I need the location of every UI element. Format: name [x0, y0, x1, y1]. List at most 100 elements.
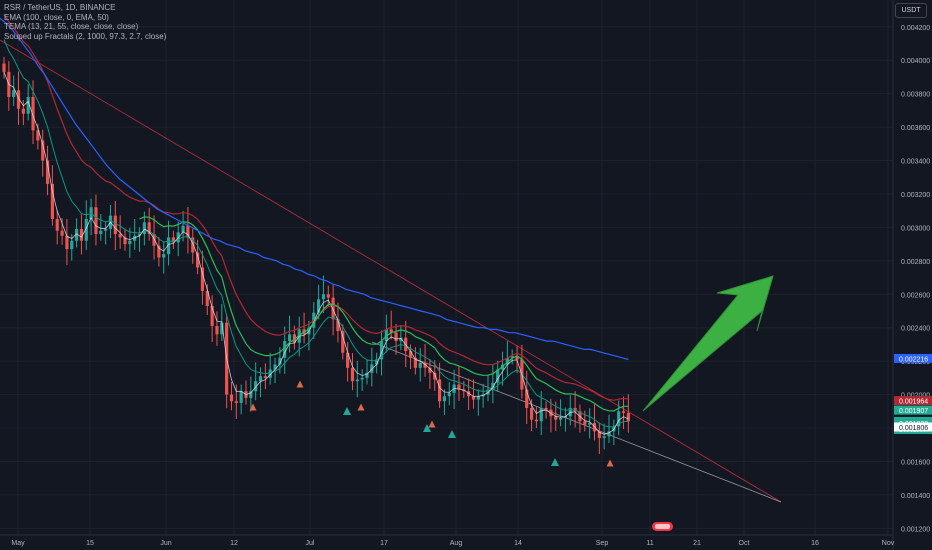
candle-body [45, 160, 50, 184]
y-tick-label: 0.003000 [901, 225, 930, 232]
fractal-up-marker [551, 458, 559, 466]
price-label: 0.001907 [899, 408, 928, 415]
candle-body [2, 63, 6, 72]
y-tick-label: 0.003800 [901, 92, 930, 99]
candle-body [505, 357, 509, 365]
fractal-up-marker [448, 430, 456, 438]
candle-body [346, 352, 350, 368]
x-tick-label: Sep [596, 540, 609, 547]
candle-body [394, 332, 398, 342]
candle-body [360, 377, 364, 380]
legend-ema[interactable]: EMA (100, close, 0, EMA, 50) [4, 12, 109, 22]
y-tick-label: 0.001400 [901, 493, 930, 500]
y-tick-label: 0.002800 [901, 259, 930, 266]
price-label: 0.001964 [899, 398, 928, 405]
ema-100-line [0, 17, 629, 361]
y-tick-label: 0.002600 [901, 292, 930, 299]
candle-body [341, 331, 345, 353]
candle-body [447, 392, 451, 397]
x-tick-label: 16 [811, 540, 819, 547]
candle-body [529, 407, 534, 420]
candle-body [263, 376, 267, 378]
candle-body [234, 401, 238, 403]
x-tick-label: Jun [160, 540, 171, 547]
candle-body [515, 356, 519, 360]
price-label: 0.001806 [899, 425, 928, 432]
candle-body [331, 297, 335, 320]
candle-body [26, 96, 30, 114]
x-tick-label: Nov [882, 540, 895, 547]
x-tick-label: 12 [230, 540, 238, 547]
fractal-down-marker [249, 403, 257, 411]
tema-mid-line [3, 39, 629, 428]
arrow-shape [642, 275, 774, 412]
candle-body [210, 305, 214, 327]
events-icon-inner [655, 524, 670, 529]
x-tick-label: 21 [693, 540, 701, 547]
ema-green-line [139, 216, 629, 412]
y-tick-label: 0.001200 [901, 526, 930, 533]
candle-body [166, 237, 171, 255]
legend-tema[interactable]: TEMA (13, 21, 55, close, close, close) [4, 22, 139, 31]
candle-body [602, 436, 606, 439]
candle-body [258, 376, 263, 382]
candle-body [471, 396, 476, 400]
candle-body [563, 416, 568, 418]
candle-body [215, 326, 219, 335]
y-tick-label: 0.003400 [901, 159, 930, 166]
candle-body [583, 421, 587, 425]
x-tick-label: 11 [646, 540, 653, 547]
legend: RSR / TetherUS, 1D, BINANCE EMA (100, cl… [4, 3, 166, 41]
candle-body [191, 237, 195, 253]
legend-symbol[interactable]: RSR / TetherUS, 1D, BINANCE [4, 3, 116, 12]
candle-body [196, 252, 200, 268]
candle-body [268, 369, 272, 378]
resistance-trendline [0, 39, 782, 503]
candle-body [118, 234, 122, 238]
fractal-markers [249, 380, 614, 467]
candle-body [510, 356, 514, 358]
fractal-up-marker [343, 407, 351, 415]
candle-body [496, 369, 500, 383]
x-tick-label: Oct [739, 540, 750, 547]
x-tick-label: May [11, 540, 25, 547]
events-icon [652, 522, 673, 531]
candle-body [200, 267, 205, 291]
candle-body [157, 245, 161, 258]
candle-body [442, 396, 447, 402]
candle-body [365, 372, 369, 378]
x-tick-label: 17 [380, 540, 388, 547]
legend-fractals[interactable]: Souped up Fractals (2, 1000, 97.3, 2.7, … [4, 31, 167, 41]
candle-body [384, 329, 388, 342]
candle-body [588, 422, 592, 425]
tema-slow-line [3, 14, 629, 401]
candle-body [559, 417, 563, 420]
candle-body [607, 431, 611, 437]
candle-body [626, 412, 630, 422]
candle-body [41, 140, 45, 161]
y-tick-label: 0.004000 [901, 58, 930, 65]
candle-body [326, 294, 330, 298]
candle-body [273, 364, 277, 370]
grid-lines [0, 0, 893, 535]
candle-body [287, 334, 292, 342]
fractal-down-marker [428, 420, 436, 428]
x-tick-label: Jul [306, 540, 315, 547]
x-tick-label: 14 [514, 540, 522, 547]
candle-body [283, 341, 287, 358]
candle-body [31, 96, 35, 131]
price-label-box [894, 353, 932, 363]
candle-body [181, 225, 185, 233]
candle-body [152, 234, 156, 246]
x-tick-label: Aug [450, 540, 463, 547]
candle-body [60, 230, 64, 236]
candle-body [491, 382, 495, 390]
candle-body [544, 407, 548, 410]
candle-body [428, 367, 432, 373]
candle-body [84, 219, 88, 241]
candle-body [50, 183, 54, 220]
candle-body [292, 334, 296, 343]
currency-button[interactable]: USDT [895, 3, 927, 18]
